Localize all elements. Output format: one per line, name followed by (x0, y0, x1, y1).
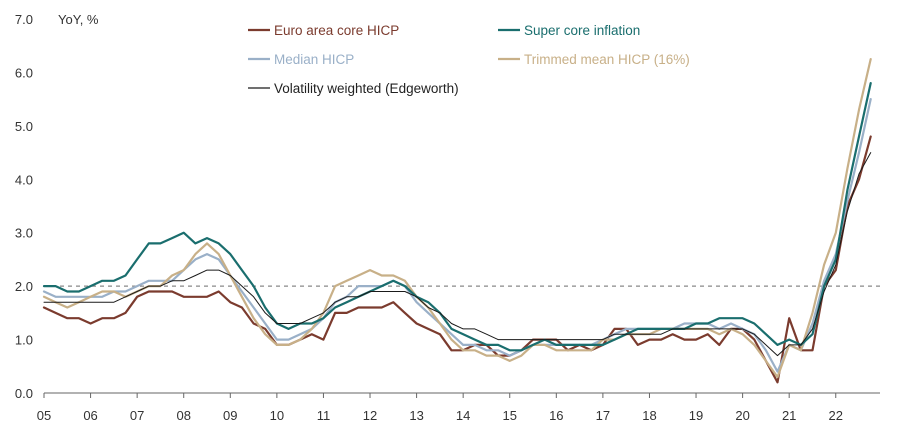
x-tick-label: 12 (363, 408, 377, 423)
y-tick-label: 1.0 (15, 333, 33, 348)
series-lines (42, 58, 872, 384)
x-tick-label: 08 (176, 408, 190, 423)
legend-label: Euro area core HICP (274, 23, 399, 38)
x-tick-label: 22 (829, 408, 843, 423)
x-tick-label: 17 (596, 408, 610, 423)
x-tick-label: 09 (223, 408, 237, 423)
y-axis-ticks: 0.0 1.0 2.0 3.0 4.0 5.0 6.0 7.0 (15, 12, 33, 401)
x-tick-label: 11 (317, 408, 331, 423)
x-tick-label: 19 (689, 408, 703, 423)
series-line-3 (42, 58, 872, 379)
y-tick-label: 7.0 (15, 12, 33, 27)
x-tick-label: 05 (37, 408, 51, 423)
x-tick-label: 07 (130, 408, 144, 423)
y-tick-label: 5.0 (15, 119, 33, 134)
x-tick-label: 20 (735, 408, 749, 423)
x-tick-label: 13 (409, 408, 423, 423)
legend-label: Trimmed mean HICP (16%) (524, 52, 690, 67)
x-axis-ticks: 05 06 07 08 09 10 11 12 13 14 15 16 17 18 19 20 21 22 (37, 393, 843, 423)
x-tick-label: 06 (83, 408, 97, 423)
x-tick-label: 18 (642, 408, 656, 423)
legend-label: Volatility weighted (Edgeworth) (274, 81, 459, 96)
legend-label: Median HICP (274, 52, 354, 67)
y-tick-label: 3.0 (15, 226, 33, 241)
x-tick-label: 21 (782, 408, 796, 423)
x-tick-label: 14 (456, 408, 470, 423)
y-tick-label: 6.0 (15, 65, 33, 80)
y-axis-label: YoY, % (58, 12, 99, 27)
y-tick-label: 4.0 (15, 172, 33, 187)
series-line-1 (42, 82, 872, 352)
x-tick-label: 10 (270, 408, 284, 423)
legend-label: Super core inflation (524, 23, 640, 38)
series-line-4 (43, 152, 872, 357)
y-tick-label: 0.0 (15, 386, 33, 401)
x-tick-label: 15 (503, 408, 517, 423)
y-tick-label: 2.0 (15, 279, 33, 294)
legend: Euro area core HICP Super core inflation M… (248, 23, 690, 96)
x-tick-label: 16 (549, 408, 563, 423)
